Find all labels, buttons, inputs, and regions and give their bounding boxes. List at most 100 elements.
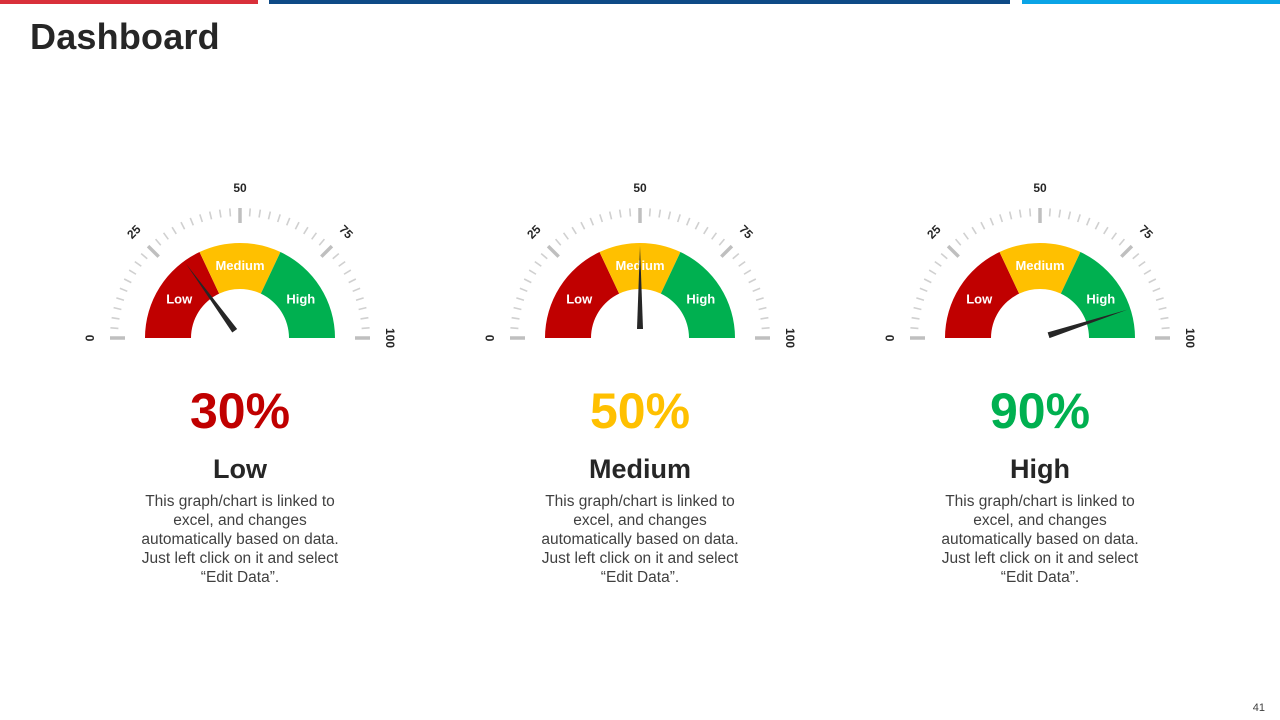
gauge-minor-tick (248, 208, 251, 217)
level-title: Low (213, 454, 267, 484)
gauge-minor-tick (218, 209, 222, 218)
gauge-minor-tick (685, 217, 691, 226)
gauge-minor-tick (140, 252, 148, 260)
gauge-minor-tick (123, 278, 132, 284)
percent-value: 50% (589, 383, 691, 439)
gauge-minor-tick (667, 211, 672, 220)
gauge-minor-tick (1085, 217, 1091, 226)
gauge-band-label: Low (566, 291, 593, 306)
gauge-minor-tick (258, 209, 262, 218)
percent-value: 30% (189, 383, 291, 439)
gauge-band-label: High (286, 291, 315, 306)
gauge-tick-label: 50 (1033, 181, 1047, 195)
header-accent-bar-navy (269, 0, 1010, 4)
gauge-minor-tick (338, 260, 346, 267)
gauge-minor-tick (516, 297, 525, 302)
gauge-panel-high: Low Medium High 0 25 50 75 100 90% High This gr… (880, 170, 1200, 600)
gauge-minor-tick (358, 306, 367, 311)
level-description: This graph/chart is linked to excel, and… (941, 493, 1139, 586)
gauge-minor-tick (128, 269, 137, 275)
gauge-minor-tick (980, 221, 986, 230)
gauge-needle (185, 263, 238, 333)
gauge-band-label: High (1086, 291, 1115, 306)
gauge-minor-tick (934, 260, 942, 267)
gauge-tick-label: 0 (83, 334, 97, 341)
gauge-minor-tick (571, 226, 577, 235)
gauge-minor-tick (913, 306, 922, 311)
gauge-major-tick (946, 244, 960, 258)
gauge-major-tick (146, 244, 160, 258)
gauge-minor-tick (1160, 316, 1169, 320)
gauge-minor-tick (971, 226, 977, 235)
gauge-minor-tick (110, 327, 119, 330)
gauge-needle (637, 246, 643, 329)
gauge-minor-tick (923, 278, 932, 284)
gauge-minor-tick (648, 208, 651, 217)
gauge-minor-tick (752, 287, 761, 293)
gauge-band-label: High (686, 291, 715, 306)
gauge-minor-tick (694, 221, 700, 230)
gauge-minor-tick (119, 287, 128, 293)
gauge-minor-tick (1148, 278, 1157, 284)
level-description: This graph/chart is linked to excel, and… (541, 493, 739, 586)
gauge-minor-tick (1152, 287, 1161, 293)
gauge-minor-tick (989, 217, 995, 226)
gauge-minor-tick (916, 297, 925, 302)
gauge-band-low (545, 252, 620, 338)
gauge-minor-tick (116, 297, 125, 302)
gauge-minor-tick (229, 208, 232, 217)
gauge-minor-tick (589, 217, 595, 226)
gauge-minor-tick (510, 327, 519, 330)
gauge-tick-label: 75 (336, 222, 356, 242)
level-title: High (1010, 454, 1070, 484)
gauge-minor-tick (276, 214, 281, 223)
gauge-minor-tick (1058, 209, 1062, 218)
gauge-tick-label: 100 (383, 328, 397, 348)
gauge-minor-tick (928, 269, 937, 275)
gauge-minor-tick (1103, 226, 1109, 235)
gauge-major-tick (720, 244, 734, 258)
gauge-band-medium (999, 243, 1081, 294)
gauge-minor-tick (962, 232, 969, 240)
gauge-minor-tick (738, 260, 746, 267)
gauge-minor-tick (311, 232, 318, 240)
gauge-minor-tick (352, 287, 361, 293)
gauge-minor-tick (355, 297, 364, 302)
gauge-major-tick (546, 244, 560, 258)
gauge-minor-tick (189, 217, 195, 226)
gauge-band-label: Medium (215, 258, 264, 273)
gauge-minor-tick (523, 278, 532, 284)
gauge-minor-tick (360, 316, 369, 320)
gauge-minor-tick (711, 232, 718, 240)
gauge-minor-tick (199, 214, 204, 223)
percent-value: 90% (989, 383, 1091, 439)
gauge-minor-tick (919, 287, 928, 293)
gauge-minor-tick (162, 232, 169, 240)
gauge-minor-tick (171, 226, 177, 235)
gauge-minor-tick (608, 211, 613, 220)
gauge-tick-label: 75 (1136, 222, 1156, 242)
gauge-minor-tick (1143, 269, 1152, 275)
gauge-minor-tick (732, 252, 740, 260)
gauge-minor-tick (519, 287, 528, 293)
gauge-minor-tick (940, 252, 948, 260)
gauge-band-high (260, 252, 335, 338)
gauge-minor-tick (676, 214, 681, 223)
gauge-minor-tick (113, 306, 122, 311)
gauge-minor-tick (1029, 208, 1032, 217)
gauge-minor-tick (1132, 252, 1140, 260)
gauge-major-tick (320, 244, 334, 258)
gauge-tick-label: 100 (783, 328, 797, 348)
gauge-minor-tick (599, 214, 604, 223)
gauge-minor-tick (743, 269, 752, 275)
gauge-minor-tick (285, 217, 291, 226)
gauge-minor-tick (1067, 211, 1072, 220)
gauge-minor-tick (748, 278, 757, 284)
gauge-minor-tick (761, 327, 770, 330)
gauge-minor-tick (134, 260, 142, 267)
gauge-minor-tick (303, 226, 309, 235)
